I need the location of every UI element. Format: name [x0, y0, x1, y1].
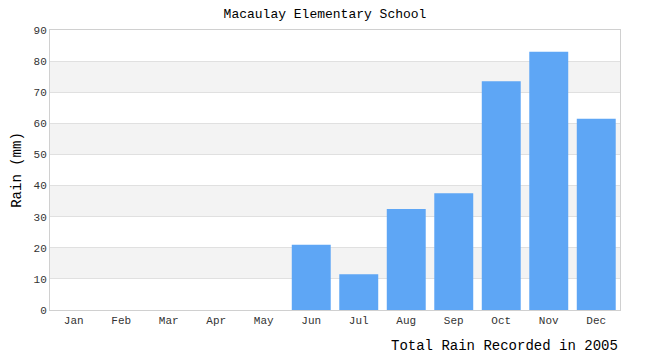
svg-text:Jul: Jul [349, 315, 369, 327]
svg-text:Jun: Jun [301, 315, 321, 327]
svg-text:80: 80 [34, 56, 47, 68]
svg-text:Mar: Mar [159, 315, 179, 327]
svg-text:90: 90 [34, 25, 47, 37]
svg-text:Sep: Sep [444, 315, 464, 327]
svg-text:20: 20 [34, 243, 47, 255]
svg-text:60: 60 [34, 118, 47, 130]
svg-text:50: 50 [34, 149, 47, 161]
svg-text:Aug: Aug [396, 315, 416, 327]
svg-text:Feb: Feb [111, 315, 131, 327]
svg-text:Dec: Dec [586, 315, 606, 327]
svg-text:Total Rain Recorded in 2005: Total Rain Recorded in 2005 [391, 338, 618, 354]
svg-text:40: 40 [34, 180, 47, 192]
svg-text:0: 0 [40, 305, 47, 317]
svg-text:Macaulay Elementary School: Macaulay Elementary School [224, 7, 427, 22]
svg-text:70: 70 [34, 87, 47, 99]
svg-text:Jan: Jan [64, 315, 84, 327]
svg-text:30: 30 [34, 212, 47, 224]
svg-text:Nov: Nov [539, 315, 559, 327]
svg-text:Apr: Apr [206, 315, 226, 327]
svg-text:Oct: Oct [491, 315, 511, 327]
svg-text:May: May [254, 315, 274, 327]
svg-text:10: 10 [34, 274, 47, 286]
svg-text:Rain (mm): Rain (mm) [9, 132, 25, 208]
